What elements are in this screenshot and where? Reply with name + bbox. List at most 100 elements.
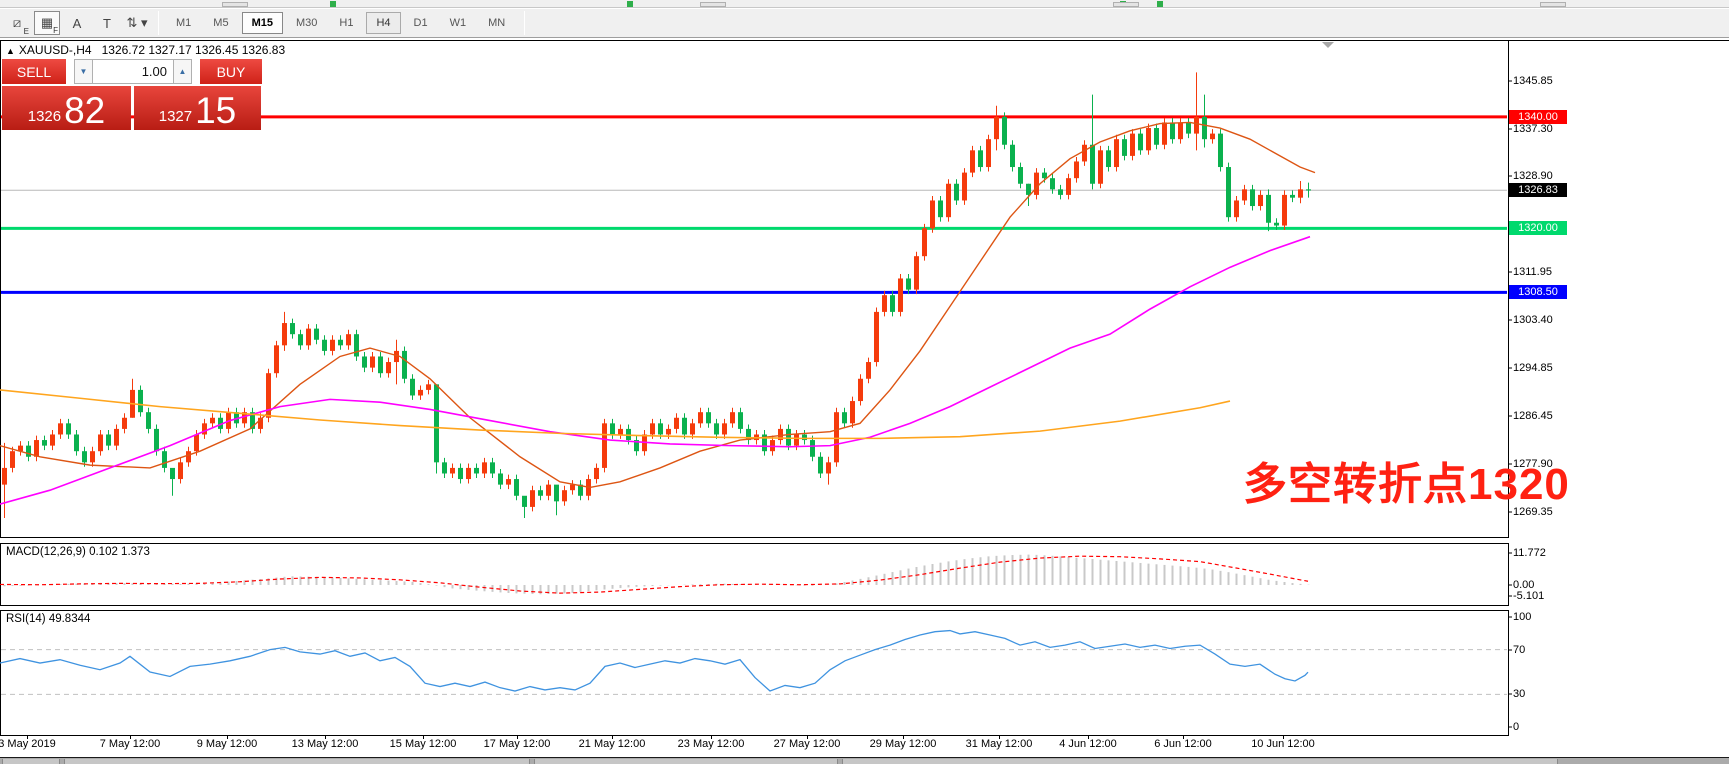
arrows-tool[interactable]: ⇅ ▾ xyxy=(126,15,148,30)
clipped-button-fragment xyxy=(222,2,248,7)
time-axis-label: 13 May 12:00 xyxy=(291,738,359,750)
time-axis-label: 4 Jun 12:00 xyxy=(1059,738,1117,750)
candle-body xyxy=(650,423,655,435)
candle-body xyxy=(98,434,103,452)
candle-body xyxy=(194,434,199,452)
text-tool[interactable]: A xyxy=(72,15,82,31)
sell-price-major: 1326 xyxy=(27,108,62,125)
time-axis-label: 23 May 12:00 xyxy=(677,738,745,750)
volume-increase-button[interactable]: ▲ xyxy=(173,59,192,84)
clipped-button-fragment xyxy=(1540,2,1566,7)
rsi-axis-label: 100 xyxy=(1513,611,1532,623)
candle-body xyxy=(1210,133,1215,140)
macd-axis-label: 0.00 xyxy=(1513,579,1535,591)
candle-body xyxy=(1282,194,1287,226)
candle-body xyxy=(666,428,671,435)
candle-body xyxy=(18,445,23,452)
candle-body xyxy=(866,362,871,379)
candle-body xyxy=(50,434,55,446)
candle-body xyxy=(274,345,279,374)
candle-body xyxy=(466,467,471,480)
candle-body xyxy=(362,356,367,368)
one-click-trading-panel: SELL ▼ ▲ BUY 1326 82 1327 15 xyxy=(2,59,262,130)
candle-body xyxy=(34,440,39,457)
candle-body xyxy=(1114,139,1119,168)
timeframe-button-h4[interactable]: H4 xyxy=(366,12,401,34)
draw-pattern-tool[interactable]: ⧄ E xyxy=(12,15,29,36)
candle-body xyxy=(154,428,159,452)
price-axis-label: 1269.35 xyxy=(1513,506,1553,518)
collapse-triangle-icon[interactable]: ▲ xyxy=(6,46,15,56)
taskbar-window-button[interactable] xyxy=(842,759,1558,764)
candle-body xyxy=(1018,167,1023,184)
candle-body xyxy=(682,417,687,435)
timeframe-button-h1[interactable]: H1 xyxy=(339,17,354,29)
draw-pattern-tool-sub: E xyxy=(23,27,29,36)
price-axis-label: 1328.90 xyxy=(1513,170,1553,182)
price-level-badge: 1326.83 xyxy=(1509,183,1567,198)
candle-body xyxy=(290,323,295,335)
candle-body xyxy=(1058,189,1063,195)
candle-body xyxy=(1098,150,1103,184)
candle-body xyxy=(506,479,511,485)
candle-body xyxy=(282,323,287,346)
candle-body xyxy=(1170,122,1175,140)
candle-body xyxy=(146,412,151,429)
timeframe-button-m5[interactable]: M5 xyxy=(213,17,229,29)
candle-body xyxy=(42,440,47,446)
candle-body xyxy=(1010,144,1015,168)
timeframe-button-mn[interactable]: MN xyxy=(488,17,506,29)
candle-body xyxy=(114,428,119,446)
price-chart-canvas[interactable] xyxy=(0,38,1729,764)
candle-body xyxy=(1274,222,1279,226)
buy-button[interactable]: BUY xyxy=(200,59,262,84)
rsi-indicator-label: RSI(14) 49.8344 xyxy=(6,613,91,625)
candle-body xyxy=(322,339,327,351)
sell-price-pips: 82 xyxy=(64,89,106,131)
taskbar-window-button[interactable] xyxy=(2,759,60,764)
clipped-icon-fragment xyxy=(1157,1,1163,7)
candle-body xyxy=(602,423,607,468)
rsi-axis-label: 70 xyxy=(1513,644,1526,656)
candle-body xyxy=(306,328,311,346)
buy-price-display[interactable]: 1327 15 xyxy=(134,86,261,130)
price-axis-label: 1337.30 xyxy=(1513,123,1553,135)
timeframe-button-m30[interactable]: M30 xyxy=(295,17,318,29)
time-axis-label: 17 May 12:00 xyxy=(483,738,551,750)
clipped-button-fragment xyxy=(1113,2,1139,7)
candle-body xyxy=(242,412,247,424)
timeframe-button-m15[interactable]: M15 xyxy=(241,12,283,34)
time-axis-label: 6 Jun 12:00 xyxy=(1154,738,1212,750)
taskbar-window-button[interactable] xyxy=(534,759,838,764)
clipped-icon-fragment xyxy=(627,1,633,7)
candle-body xyxy=(1186,122,1191,134)
candle-body xyxy=(1306,189,1311,191)
candle-body xyxy=(394,350,399,363)
candle-body xyxy=(402,350,407,379)
chart-toolbar: ⧄ E ▦ F A T ⇅ ▾ M1 M5 M15 M30 H1 H4 D1 W1 MN xyxy=(0,9,1729,38)
time-axis-label: 29 May 12:00 xyxy=(869,738,937,750)
volume-decrease-button[interactable]: ▼ xyxy=(74,59,93,84)
panel-border xyxy=(0,543,1509,606)
taskbar-window-button[interactable] xyxy=(64,759,530,764)
timeframe-button-d1[interactable]: D1 xyxy=(413,17,428,29)
candle-body xyxy=(530,490,535,507)
price-axis-label: 1294.85 xyxy=(1513,362,1553,374)
candle-body xyxy=(66,423,71,435)
sell-button[interactable]: SELL xyxy=(2,59,66,84)
candle-body xyxy=(834,412,839,463)
price-axis-label: 1311.95 xyxy=(1513,266,1552,278)
candle-body xyxy=(498,473,503,485)
candle-body xyxy=(1242,189,1247,201)
price-axis-label: 1286.45 xyxy=(1513,410,1553,422)
fibo-grid-tool-sub: F xyxy=(53,26,58,35)
text-label-tool[interactable]: T xyxy=(103,15,111,31)
sell-price-display[interactable]: 1326 82 xyxy=(2,86,131,130)
timeframe-button-w1[interactable]: W1 xyxy=(449,17,467,29)
chart-area[interactable]: ▲ XAUUSD-,H4 1326.72 1327.17 1326.45 1326.… xyxy=(0,38,1729,764)
fibo-grid-tool[interactable]: ▦ F xyxy=(34,11,60,35)
toolbar-separator xyxy=(524,11,526,35)
timeframe-button-m1[interactable]: M1 xyxy=(176,17,192,29)
volume-input[interactable] xyxy=(93,59,173,84)
chart-shift-marker-icon[interactable] xyxy=(1322,42,1334,48)
